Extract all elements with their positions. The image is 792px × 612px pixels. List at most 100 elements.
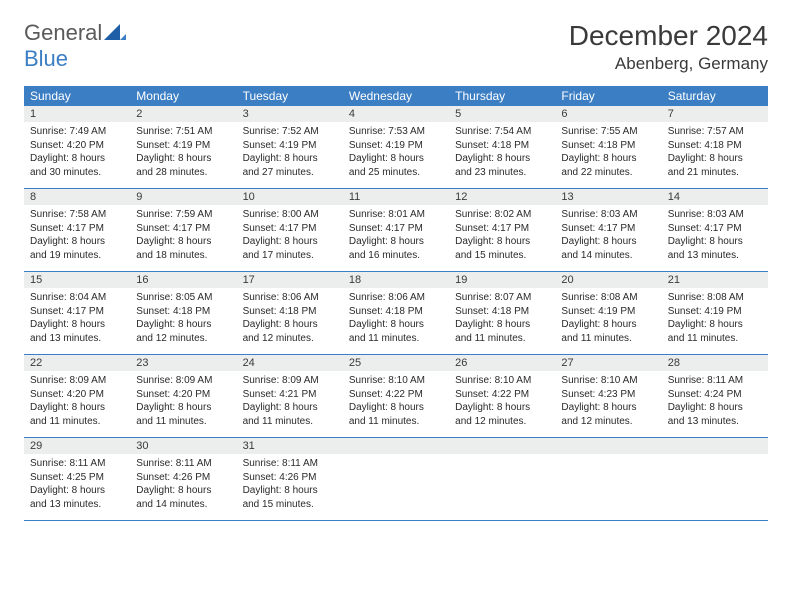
day-sunrise: Sunrise: 7:55 AM bbox=[561, 125, 655, 139]
day-day2: and 15 minutes. bbox=[455, 249, 549, 263]
day-day2: and 28 minutes. bbox=[136, 166, 230, 180]
weekday-header-cell: Wednesday bbox=[343, 86, 449, 106]
day-body: Sunrise: 8:08 AMSunset: 4:19 PMDaylight:… bbox=[662, 288, 768, 351]
weekday-header-cell: Friday bbox=[555, 86, 661, 106]
day-day2: and 11 minutes. bbox=[349, 415, 443, 429]
day-day2: and 13 minutes. bbox=[30, 332, 124, 346]
day-day2: and 11 minutes. bbox=[243, 415, 337, 429]
day-cell: 28Sunrise: 8:11 AMSunset: 4:24 PMDayligh… bbox=[662, 355, 768, 437]
day-sunrise: Sunrise: 8:10 AM bbox=[561, 374, 655, 388]
day-number: 7 bbox=[662, 106, 768, 122]
day-sunrise: Sunrise: 7:53 AM bbox=[349, 125, 443, 139]
day-number: 23 bbox=[130, 355, 236, 371]
day-number-empty bbox=[343, 438, 449, 454]
day-cell: 31Sunrise: 8:11 AMSunset: 4:26 PMDayligh… bbox=[237, 438, 343, 520]
day-cell: 6Sunrise: 7:55 AMSunset: 4:18 PMDaylight… bbox=[555, 106, 661, 188]
day-number: 22 bbox=[24, 355, 130, 371]
day-number: 21 bbox=[662, 272, 768, 288]
day-sunset: Sunset: 4:24 PM bbox=[668, 388, 762, 402]
day-cell: 17Sunrise: 8:06 AMSunset: 4:18 PMDayligh… bbox=[237, 272, 343, 354]
day-day2: and 25 minutes. bbox=[349, 166, 443, 180]
day-cell: 21Sunrise: 8:08 AMSunset: 4:19 PMDayligh… bbox=[662, 272, 768, 354]
day-cell: 8Sunrise: 7:58 AMSunset: 4:17 PMDaylight… bbox=[24, 189, 130, 271]
day-day1: Daylight: 8 hours bbox=[349, 401, 443, 415]
day-number: 31 bbox=[237, 438, 343, 454]
day-sunset: Sunset: 4:17 PM bbox=[455, 222, 549, 236]
day-day2: and 14 minutes. bbox=[136, 498, 230, 512]
day-cell: 2Sunrise: 7:51 AMSunset: 4:19 PMDaylight… bbox=[130, 106, 236, 188]
day-day2: and 12 minutes. bbox=[136, 332, 230, 346]
day-number: 13 bbox=[555, 189, 661, 205]
day-day2: and 13 minutes. bbox=[668, 249, 762, 263]
day-sunrise: Sunrise: 7:49 AM bbox=[30, 125, 124, 139]
day-sunset: Sunset: 4:18 PM bbox=[136, 305, 230, 319]
day-body: Sunrise: 7:52 AMSunset: 4:19 PMDaylight:… bbox=[237, 122, 343, 185]
day-day1: Daylight: 8 hours bbox=[668, 235, 762, 249]
day-number: 17 bbox=[237, 272, 343, 288]
day-cell: 18Sunrise: 8:06 AMSunset: 4:18 PMDayligh… bbox=[343, 272, 449, 354]
day-sunrise: Sunrise: 8:11 AM bbox=[243, 457, 337, 471]
day-cell: 10Sunrise: 8:00 AMSunset: 4:17 PMDayligh… bbox=[237, 189, 343, 271]
day-sunrise: Sunrise: 8:09 AM bbox=[30, 374, 124, 388]
day-day2: and 11 minutes. bbox=[455, 332, 549, 346]
day-cell: 16Sunrise: 8:05 AMSunset: 4:18 PMDayligh… bbox=[130, 272, 236, 354]
day-body: Sunrise: 8:09 AMSunset: 4:21 PMDaylight:… bbox=[237, 371, 343, 434]
day-cell: 20Sunrise: 8:08 AMSunset: 4:19 PMDayligh… bbox=[555, 272, 661, 354]
day-cell: 3Sunrise: 7:52 AMSunset: 4:19 PMDaylight… bbox=[237, 106, 343, 188]
day-day2: and 11 minutes. bbox=[136, 415, 230, 429]
day-number: 27 bbox=[555, 355, 661, 371]
week-row: 29Sunrise: 8:11 AMSunset: 4:25 PMDayligh… bbox=[24, 438, 768, 521]
day-number-empty bbox=[449, 438, 555, 454]
day-day1: Daylight: 8 hours bbox=[30, 401, 124, 415]
day-day2: and 27 minutes. bbox=[243, 166, 337, 180]
day-day1: Daylight: 8 hours bbox=[561, 401, 655, 415]
day-cell bbox=[449, 438, 555, 520]
title-block: December 2024 Abenberg, Germany bbox=[569, 20, 768, 74]
day-day1: Daylight: 8 hours bbox=[243, 152, 337, 166]
day-cell: 12Sunrise: 8:02 AMSunset: 4:17 PMDayligh… bbox=[449, 189, 555, 271]
day-sunset: Sunset: 4:18 PM bbox=[243, 305, 337, 319]
day-sunset: Sunset: 4:17 PM bbox=[30, 222, 124, 236]
day-number: 10 bbox=[237, 189, 343, 205]
day-day2: and 13 minutes. bbox=[30, 498, 124, 512]
day-body: Sunrise: 8:05 AMSunset: 4:18 PMDaylight:… bbox=[130, 288, 236, 351]
day-sunrise: Sunrise: 8:06 AM bbox=[349, 291, 443, 305]
day-sunset: Sunset: 4:18 PM bbox=[455, 305, 549, 319]
day-body: Sunrise: 8:09 AMSunset: 4:20 PMDaylight:… bbox=[130, 371, 236, 434]
day-sunrise: Sunrise: 7:57 AM bbox=[668, 125, 762, 139]
day-sunset: Sunset: 4:17 PM bbox=[349, 222, 443, 236]
day-sunset: Sunset: 4:19 PM bbox=[668, 305, 762, 319]
day-sunset: Sunset: 4:17 PM bbox=[668, 222, 762, 236]
day-sunset: Sunset: 4:22 PM bbox=[455, 388, 549, 402]
day-number: 18 bbox=[343, 272, 449, 288]
day-day1: Daylight: 8 hours bbox=[668, 401, 762, 415]
day-cell bbox=[343, 438, 449, 520]
day-body: Sunrise: 8:03 AMSunset: 4:17 PMDaylight:… bbox=[555, 205, 661, 268]
day-number: 4 bbox=[343, 106, 449, 122]
day-sunset: Sunset: 4:18 PM bbox=[668, 139, 762, 153]
logo: General Blue bbox=[24, 20, 126, 72]
day-body: Sunrise: 8:02 AMSunset: 4:17 PMDaylight:… bbox=[449, 205, 555, 268]
calendar: SundayMondayTuesdayWednesdayThursdayFrid… bbox=[24, 86, 768, 521]
day-day1: Daylight: 8 hours bbox=[30, 152, 124, 166]
day-cell: 25Sunrise: 8:10 AMSunset: 4:22 PMDayligh… bbox=[343, 355, 449, 437]
day-sunset: Sunset: 4:26 PM bbox=[243, 471, 337, 485]
week-row: 8Sunrise: 7:58 AMSunset: 4:17 PMDaylight… bbox=[24, 189, 768, 272]
day-sunset: Sunset: 4:19 PM bbox=[561, 305, 655, 319]
day-day1: Daylight: 8 hours bbox=[136, 235, 230, 249]
day-day1: Daylight: 8 hours bbox=[136, 152, 230, 166]
day-day1: Daylight: 8 hours bbox=[349, 235, 443, 249]
weekday-header-cell: Tuesday bbox=[237, 86, 343, 106]
day-cell: 19Sunrise: 8:07 AMSunset: 4:18 PMDayligh… bbox=[449, 272, 555, 354]
day-day2: and 12 minutes. bbox=[243, 332, 337, 346]
day-body: Sunrise: 8:11 AMSunset: 4:26 PMDaylight:… bbox=[237, 454, 343, 517]
day-day2: and 11 minutes. bbox=[561, 332, 655, 346]
day-body: Sunrise: 8:08 AMSunset: 4:19 PMDaylight:… bbox=[555, 288, 661, 351]
day-day1: Daylight: 8 hours bbox=[136, 401, 230, 415]
day-sunrise: Sunrise: 8:03 AM bbox=[668, 208, 762, 222]
day-cell: 9Sunrise: 7:59 AMSunset: 4:17 PMDaylight… bbox=[130, 189, 236, 271]
day-sunset: Sunset: 4:21 PM bbox=[243, 388, 337, 402]
week-row: 15Sunrise: 8:04 AMSunset: 4:17 PMDayligh… bbox=[24, 272, 768, 355]
day-number: 11 bbox=[343, 189, 449, 205]
day-day1: Daylight: 8 hours bbox=[136, 318, 230, 332]
